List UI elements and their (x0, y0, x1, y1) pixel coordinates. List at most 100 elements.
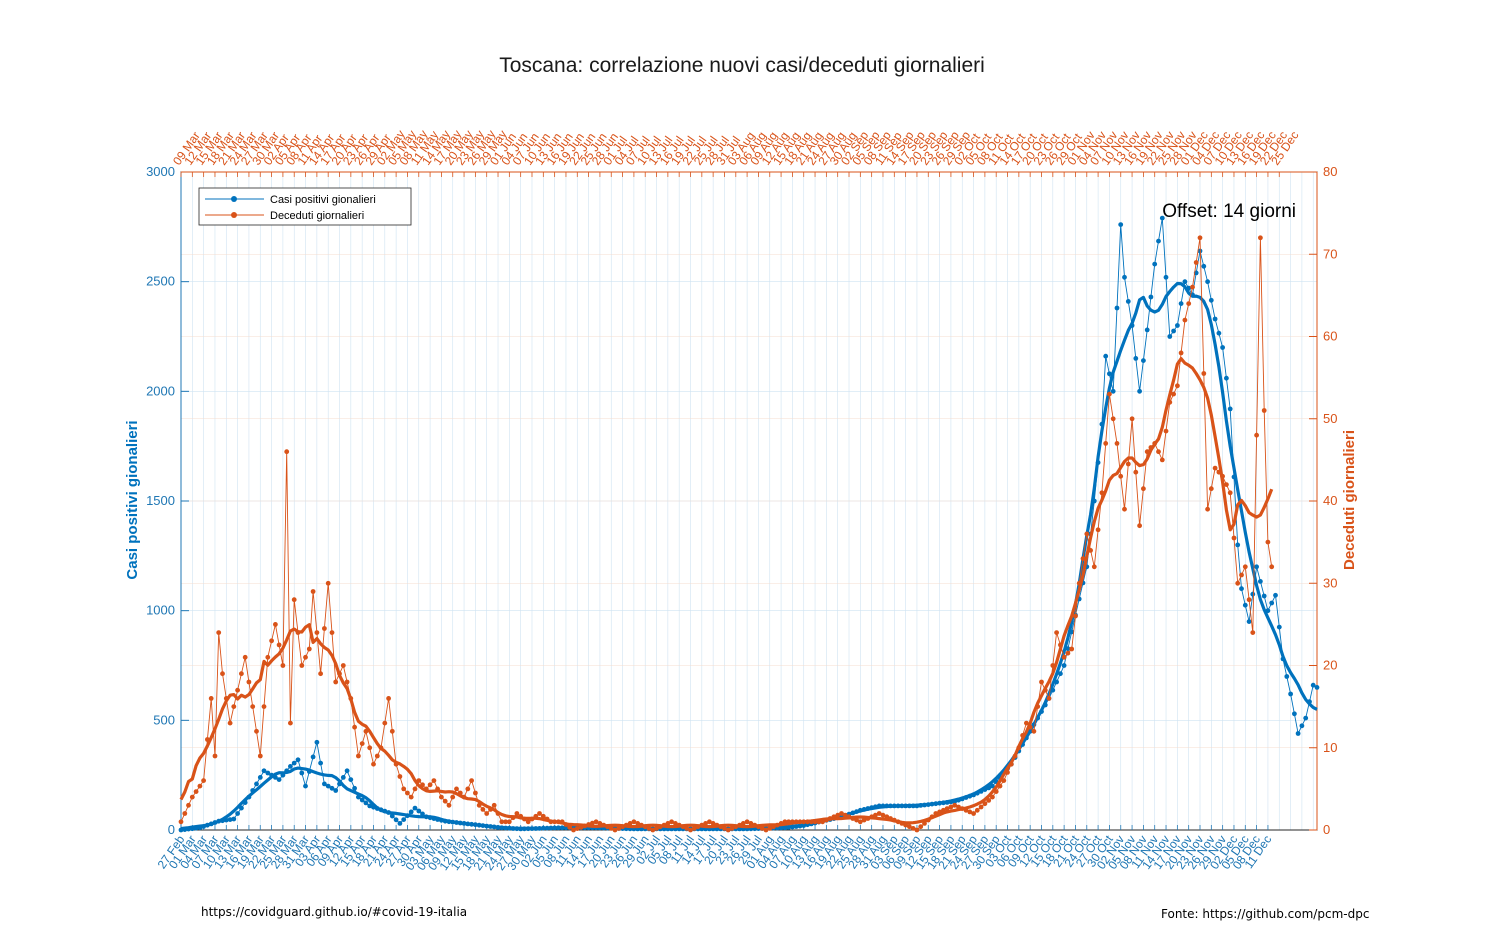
data-point (439, 794, 444, 800)
data-point (367, 745, 373, 751)
data-point (590, 820, 595, 826)
data-point (1054, 679, 1059, 685)
data-point (1175, 323, 1180, 328)
data-point (227, 720, 233, 726)
data-point (363, 728, 369, 734)
data-point (246, 794, 252, 800)
data-point (707, 819, 712, 825)
data-point (812, 819, 818, 825)
data-point (295, 757, 301, 763)
data-point (514, 811, 520, 816)
data-point (831, 814, 837, 820)
data-point (393, 817, 399, 823)
left-axis-label: Casi positivi gionalieri (124, 420, 141, 579)
data-point (288, 764, 293, 769)
data-point (239, 805, 244, 811)
data-point (744, 819, 750, 825)
data-point (371, 804, 376, 810)
data-point (793, 824, 799, 829)
right-tick-label: 50 (1323, 411, 1337, 426)
data-point (435, 786, 440, 792)
data-point (352, 724, 357, 730)
data-point (552, 819, 557, 825)
data-point (261, 704, 267, 709)
data-point (925, 817, 931, 823)
data-point (986, 785, 992, 791)
data-point (254, 781, 259, 787)
data-point (929, 814, 935, 820)
data-point (635, 821, 641, 826)
data-point (291, 760, 297, 766)
data-point (997, 783, 1003, 789)
data-point (499, 825, 505, 831)
data-point (899, 803, 905, 809)
series-layer (178, 215, 1320, 833)
data-point (782, 819, 788, 825)
trend-line-casi (180, 281, 1318, 831)
data-point (1220, 473, 1225, 479)
data-point (910, 826, 916, 831)
data-point (491, 824, 497, 830)
data-point (397, 774, 403, 779)
right-axis-label: Deceduti giornalieri (1341, 430, 1358, 570)
data-point (548, 819, 554, 825)
data-point (186, 802, 191, 808)
data-point (959, 806, 965, 811)
data-point (820, 819, 825, 825)
data-point (499, 819, 505, 825)
right-tick-label: 70 (1323, 246, 1337, 261)
data-point (522, 826, 527, 832)
legend-label-casi: Casi positivi gionalieri (270, 194, 376, 206)
data-point (1084, 531, 1090, 537)
data-point (725, 827, 731, 833)
data-point (673, 821, 678, 826)
data-point (854, 817, 859, 823)
data-point (729, 826, 735, 831)
data-point (265, 770, 271, 776)
data-point (1175, 383, 1180, 389)
data-point (386, 696, 391, 701)
data-point (197, 825, 203, 831)
legend: Casi positivi gionalieri Deceduti giorna… (198, 187, 412, 226)
data-point (333, 788, 339, 793)
data-point (503, 825, 508, 831)
data-point (393, 761, 399, 767)
right-tick-label: 0 (1323, 822, 1330, 837)
right-tick-label: 20 (1323, 658, 1337, 673)
data-point (1125, 299, 1131, 304)
data-point (895, 819, 901, 825)
data-point (1088, 548, 1093, 553)
data-point (1054, 630, 1059, 635)
data-point (790, 819, 795, 825)
data-point (412, 786, 418, 792)
data-point (1129, 416, 1135, 422)
data-point (1314, 685, 1320, 690)
data-point (948, 799, 954, 805)
data-point (348, 777, 354, 782)
left-tick-label: 1000 (146, 603, 175, 618)
data-point (239, 671, 244, 677)
left-tick-label: 500 (153, 712, 175, 727)
data-point (714, 822, 720, 828)
data-point (442, 818, 448, 824)
data-point (888, 816, 893, 821)
source-link-left[interactable]: https://covidguard.github.io/#covid-19-i… (201, 905, 468, 919)
data-point (318, 671, 323, 677)
data-point (1208, 297, 1214, 303)
data-point (416, 778, 422, 783)
data-point (914, 803, 920, 809)
data-point (846, 814, 852, 820)
data-point (1114, 441, 1120, 446)
data-point (450, 794, 456, 800)
data-point (835, 812, 841, 818)
data-point (646, 826, 652, 831)
data-point (231, 816, 237, 822)
data-point (956, 804, 961, 810)
left-tick-label: 1500 (146, 493, 175, 508)
data-point (423, 814, 429, 820)
data-point (963, 807, 969, 813)
data-point (593, 819, 599, 825)
data-point (1190, 284, 1195, 290)
data-point (303, 654, 308, 660)
data-point (416, 808, 422, 814)
